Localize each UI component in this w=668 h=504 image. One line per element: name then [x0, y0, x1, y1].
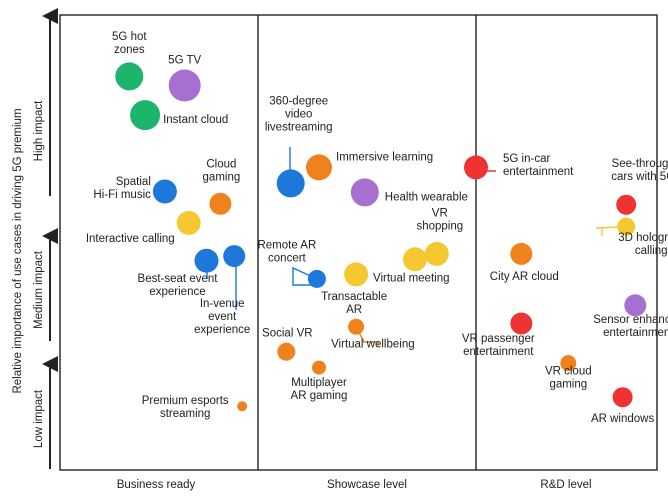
bubble-5g-hot-zones: [115, 62, 144, 91]
bubble-best-seat-event-experience: [194, 248, 219, 273]
bubble-immersive-learning: [306, 154, 332, 181]
bubble-5g-tv: [168, 69, 201, 102]
label-ar-windows: AR windows: [591, 413, 655, 425]
plot-frame: [59, 14, 658, 471]
label-city-ar-cloud: City AR cloud: [490, 271, 559, 283]
bubble-interactive-calling: [176, 210, 201, 235]
impact-label-medium: Medium impact: [33, 250, 45, 329]
column-label-business-ready: Business ready: [117, 479, 196, 491]
label-virtual-wellbeing: Virtual wellbeing: [331, 339, 415, 351]
bubble-health-wearable: [350, 178, 379, 207]
label-vr-cloud-gaming: VR cloud gaming: [545, 366, 592, 391]
bubble-3d-hologram-calling: [617, 217, 636, 236]
bubble-vr-cloud-gaming: [560, 355, 577, 372]
impact-label-low: Low impact: [33, 389, 45, 448]
bubble-transactable-ar: [344, 262, 369, 287]
label-virtual-meeting: Virtual meeting: [373, 272, 450, 284]
bubble-virtual-meeting: [403, 247, 427, 272]
label-interactive-calling: Interactive calling: [86, 233, 175, 245]
bubble-in-venue-event-experience: [223, 245, 246, 268]
label-vr-passenger-entertainment: VR passenger entertainment: [462, 333, 535, 358]
label-cloud-gaming: Cloud gaming: [203, 158, 241, 183]
label-5g-hot-zones: 5G hot zones: [112, 31, 147, 56]
bubble-city-ar-cloud: [510, 242, 533, 265]
label-transactable-ar: Transactable AR: [321, 291, 387, 316]
bubble-virtual-wellbeing: [348, 318, 365, 335]
label-5g-in-car-entertainment: 5G in-car entertainment: [503, 153, 574, 178]
y-axis-title: Relative importance of use cases in driv…: [12, 108, 24, 393]
label-best-seat-event-experience: Best-seat event experience: [138, 273, 219, 298]
leader-remote-ar-concert: [292, 266, 318, 286]
column-label-showcase-level: Showcase level: [327, 479, 407, 491]
label-remote-ar-concert: Remote AR concert: [257, 239, 316, 264]
label-see-through-cars-with-5g: See-throughcars with 5G: [611, 158, 668, 183]
bubble-ar-windows: [612, 387, 633, 408]
bubble-instant-cloud: [130, 100, 161, 131]
label-in-venue-event-experience: In-venue event experience: [194, 298, 250, 336]
bubbles: [115, 62, 647, 412]
label-social-vr: Social VR: [262, 328, 313, 340]
bubble-5g-in-car-entertainment: [464, 155, 488, 180]
label-3d-hologram-calling: 3D hologramcalling: [618, 232, 668, 257]
label-5g-tv: 5G TV: [168, 55, 201, 67]
label-health-wearable: Health wearable: [385, 191, 468, 203]
label-vr-shopping: VR shopping: [416, 207, 463, 232]
label-sensor-enhanced-entertainment: Sensor enhancedentertainment: [593, 314, 668, 339]
bubble-remote-ar-concert: [307, 269, 326, 288]
bubble-see-through-cars-with-5g: [616, 194, 637, 215]
label-spatial-hi-fi-music: Spatial Hi-Fi music: [93, 176, 151, 201]
leader-3d-hologram-calling: [595, 225, 627, 236]
bubble-spatial-hi-fi-music: [152, 179, 177, 204]
label-instant-cloud: Instant cloud: [163, 114, 228, 126]
label-multiplayer-ar-gaming: Multiplayer AR gaming: [291, 377, 348, 402]
label-immersive-learning: Immersive learning: [336, 151, 433, 163]
label-premium-esports-streaming: Premium esports streaming: [142, 395, 229, 420]
column-label-rd-level: R&D level: [540, 479, 591, 491]
bubble-cloud-gaming: [209, 192, 232, 215]
bubble-multiplayer-ar-gaming: [312, 360, 326, 375]
bubble-premium-esports-streaming: [237, 401, 248, 412]
bubble-labels: 5G hot zones 5G TV Instant cloud Cloud gaming…: [86, 31, 668, 425]
leader-virtual-wellbeing: [355, 326, 379, 347]
bubble-sensor-enhanced-entertainment: [624, 294, 647, 317]
bubble-vr-shopping: [424, 241, 449, 266]
bubble-360-degree-video-livestreaming: [276, 169, 305, 198]
bubble-social-vr: [277, 342, 296, 361]
bubble-vr-passenger-entertainment: [510, 312, 533, 335]
impact-label-high: High impact: [33, 100, 45, 162]
label-360-degree-video-livestreaming: 360-degree video livestreaming: [265, 95, 333, 133]
